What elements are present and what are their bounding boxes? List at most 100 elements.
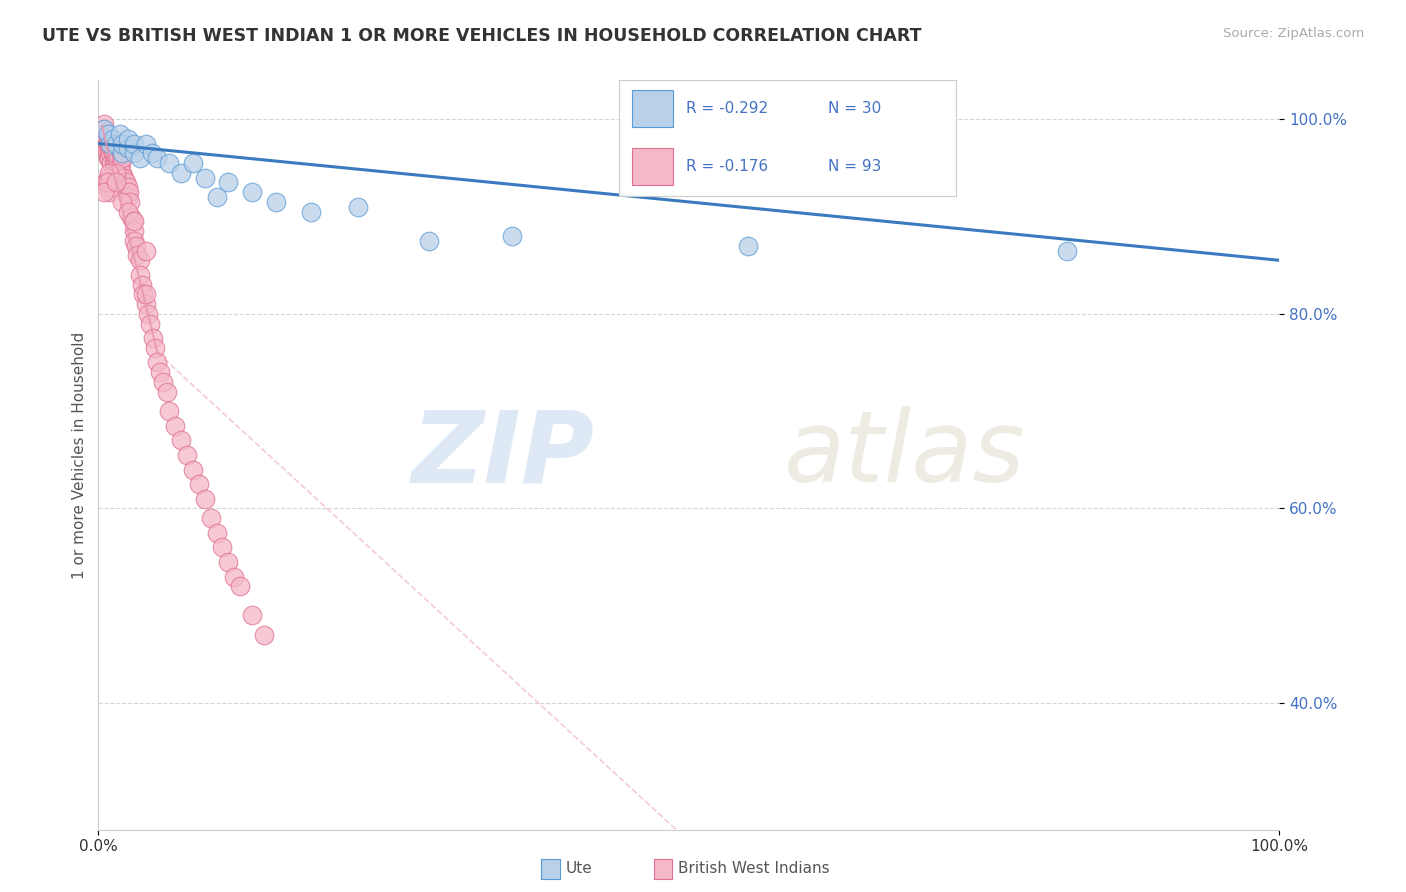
Point [170, 434, 193, 448]
Point [98, 141, 121, 155]
Point [128, 253, 150, 268]
Point [240, 185, 263, 199]
Point [97, 127, 120, 141]
Point [91, 127, 114, 141]
Point [93, 185, 115, 199]
Text: Source: ZipAtlas.com: Source: ZipAtlas.com [1223, 27, 1364, 40]
Point [105, 156, 128, 170]
Point [98, 146, 121, 161]
Point [135, 136, 157, 151]
Point [101, 131, 124, 145]
Point [117, 180, 139, 194]
Point [200, 511, 222, 525]
Point [94, 131, 117, 145]
Point [187, 477, 209, 491]
Point [418, 234, 440, 248]
Point [135, 287, 157, 301]
Point [157, 156, 180, 170]
Point [253, 628, 276, 642]
Text: R = -0.176: R = -0.176 [686, 159, 768, 174]
Text: ZIP: ZIP [412, 407, 595, 503]
Point [107, 161, 129, 175]
Bar [633, 147, 672, 185]
Point [91, 122, 114, 136]
Point [105, 136, 128, 151]
Point [98, 131, 121, 145]
Point [105, 136, 128, 151]
Point [122, 136, 145, 151]
Point [501, 229, 523, 244]
Point [111, 151, 134, 165]
Point [112, 170, 135, 185]
Point [149, 365, 172, 379]
Text: UTE VS BRITISH WEST INDIAN 1 OR MORE VEHICLES IN HOUSEHOLD CORRELATION CHART: UTE VS BRITISH WEST INDIAN 1 OR MORE VEH… [42, 27, 922, 45]
Point [111, 146, 134, 161]
Point [108, 161, 131, 175]
Y-axis label: 1 or more Vehicles in Household: 1 or more Vehicles in Household [72, 331, 87, 579]
Point [103, 156, 125, 170]
Point [146, 151, 169, 165]
Point [143, 341, 166, 355]
Bar [633, 89, 672, 127]
Point [111, 166, 134, 180]
Point [194, 491, 217, 506]
Point [194, 170, 217, 185]
Point [100, 141, 122, 155]
Point [93, 117, 115, 131]
Point [96, 180, 118, 194]
Point [131, 277, 153, 292]
Point [93, 122, 115, 136]
Point [112, 180, 135, 194]
Point [347, 200, 370, 214]
Point [118, 185, 141, 199]
Point [97, 176, 120, 190]
Text: R = -0.292: R = -0.292 [686, 101, 768, 116]
Point [152, 375, 174, 389]
Point [122, 224, 145, 238]
Point [117, 190, 139, 204]
Point [98, 166, 121, 180]
Point [107, 151, 129, 165]
Point [121, 214, 143, 228]
Point [93, 136, 115, 151]
Point [165, 418, 187, 433]
Point [115, 185, 138, 199]
Point [108, 127, 131, 141]
Point [132, 287, 155, 301]
Point [142, 331, 165, 345]
Point [108, 170, 131, 185]
Point [224, 569, 246, 583]
Point [98, 151, 121, 165]
Point [122, 146, 145, 161]
Point [104, 156, 127, 170]
Point [112, 170, 135, 185]
Point [125, 238, 148, 252]
Point [104, 141, 127, 155]
Point [105, 166, 128, 180]
Point [97, 136, 120, 151]
Point [114, 176, 136, 190]
Point [205, 525, 228, 540]
Point [101, 146, 124, 161]
Point [211, 541, 233, 555]
Point [176, 448, 198, 462]
Point [217, 555, 239, 569]
Point [229, 579, 252, 593]
Point [117, 131, 139, 145]
Point [156, 384, 179, 399]
Point [105, 151, 128, 165]
Point [240, 608, 263, 623]
Text: N = 93: N = 93 [828, 159, 882, 174]
Text: Ute: Ute [565, 862, 592, 876]
Point [139, 317, 162, 331]
Point [121, 210, 143, 224]
Point [181, 462, 204, 476]
Point [299, 204, 322, 219]
Point [141, 146, 163, 161]
Point [97, 170, 120, 185]
Point [122, 214, 145, 228]
Point [157, 404, 180, 418]
Point [122, 234, 145, 248]
Point [117, 141, 139, 155]
Point [96, 146, 118, 161]
